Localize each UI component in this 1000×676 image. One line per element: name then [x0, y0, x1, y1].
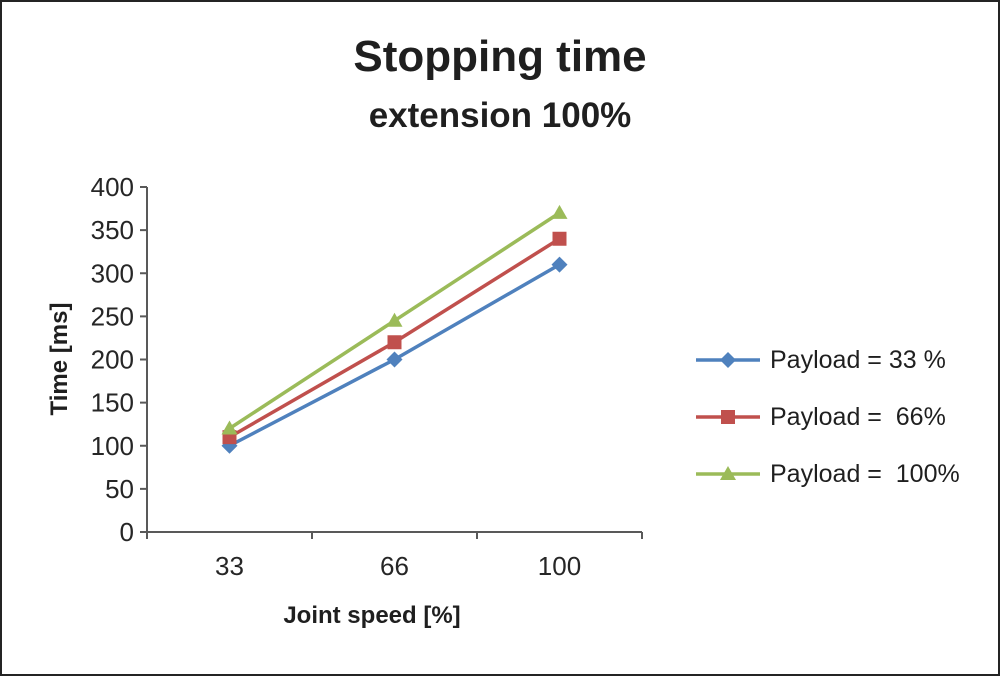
legend: Payload = 33 % Payload = 66% Payload = 1… [694, 340, 960, 494]
y-tick-label: 200 [91, 345, 134, 375]
y-tick-label: 150 [91, 388, 134, 418]
x-axis-title: Joint speed [%] [283, 602, 461, 629]
series-marker-square [387, 335, 402, 350]
legend-label: Payload = 66% [770, 402, 946, 431]
legend-label: Payload = 100% [770, 459, 960, 488]
legend-label: Payload = 33 % [770, 345, 946, 374]
x-tick-label: 33 [215, 551, 244, 581]
y-tick-label: 350 [91, 215, 134, 245]
legend-marker [720, 466, 736, 480]
legend-item: Payload = 33 % [694, 340, 960, 380]
series-marker-triangle [221, 420, 238, 435]
series-marker-triangle [551, 204, 568, 219]
y-tick-label: 50 [105, 474, 134, 504]
y-tick-label: 250 [91, 301, 134, 331]
chart-subtitle: extension 100% [368, 96, 632, 135]
series-marker-triangle [386, 312, 403, 327]
legend-marker-line [696, 466, 760, 480]
y-tick-label: 100 [91, 431, 134, 461]
chart-title: Stopping time [353, 32, 647, 81]
legend-item: Payload = 100% [694, 454, 960, 494]
x-tick-label: 66 [380, 551, 409, 581]
y-tick-label: 300 [91, 258, 134, 288]
legend-marker-line [696, 352, 760, 368]
plot-area: 0 50 100 150 200 250 300 350 400 33 66 100 [91, 172, 643, 581]
y-tick-label: 0 [120, 517, 134, 547]
legend-marker [720, 352, 736, 368]
y-tick-label: 400 [91, 172, 134, 202]
legend-marker [721, 410, 735, 424]
series-marker-diamond [551, 256, 568, 273]
series-marker-diamond [386, 351, 403, 368]
legend-marker-line [696, 410, 760, 424]
series-marker-square [552, 231, 567, 246]
legend-item: Payload = 66% [694, 397, 960, 437]
x-tick-label: 100 [538, 551, 581, 581]
